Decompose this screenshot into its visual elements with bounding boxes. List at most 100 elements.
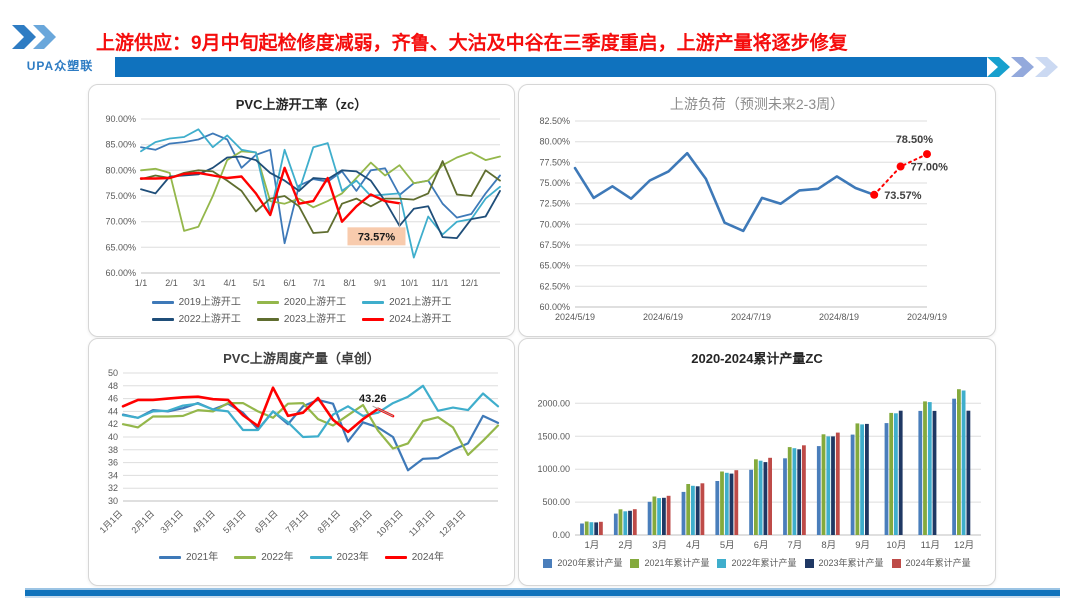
svg-text:3月: 3月 xyxy=(652,540,667,551)
svg-text:77.00%: 77.00% xyxy=(911,161,949,173)
svg-text:72.50%: 72.50% xyxy=(539,199,570,209)
x-axis: 1月1日 2月1日 3月1日 4月1日 5月1日 6月1日 7月1日 8月1日 9月1日 10月1… xyxy=(98,508,468,538)
chevron-arrows-icon xyxy=(987,57,1058,77)
legend-swatch xyxy=(234,556,257,559)
legend-swatch xyxy=(804,559,814,568)
legend-swatch xyxy=(362,318,385,321)
svg-text:5/1: 5/1 xyxy=(253,278,266,288)
svg-text:5月1日: 5月1日 xyxy=(221,508,248,535)
logo-text: UPA众塑联 xyxy=(26,59,94,73)
series-2024年累计产量 xyxy=(599,432,840,535)
svg-text:73.57%: 73.57% xyxy=(884,190,922,202)
gridlines-and-yaxis: 60.00% 62.50% 65.00% 67.50% 70.00% 72.50% 75.0… xyxy=(539,116,927,312)
legend-swatch xyxy=(151,318,174,321)
chart-title: 上游负荷（预测未来2-3周） xyxy=(669,96,845,112)
svg-text:1500.00: 1500.00 xyxy=(537,431,570,441)
chart-legend: 2019上游开工 2020上游开工 2021上游开工 2022上游开工 2023上游开工… xyxy=(122,295,482,327)
legend-swatch xyxy=(362,301,385,304)
svg-text:2024/7/19: 2024/7/19 xyxy=(731,312,771,322)
series-预测 xyxy=(870,150,931,199)
weekly-output-line-chart: 30 32 34 36 38 40 42 44 46 48 50 1月1日 2月1日 3月1日 4月1日 5月… xyxy=(98,368,500,539)
legend-swatch xyxy=(891,559,901,568)
legend-swatch xyxy=(384,556,407,559)
series-2024年 xyxy=(121,386,395,434)
legend-label: 2024年 xyxy=(411,552,444,563)
svg-text:2月: 2月 xyxy=(618,540,633,551)
series-2023年累计产量 xyxy=(594,410,971,535)
svg-text:4/1: 4/1 xyxy=(223,278,236,288)
legend-label: 2020上游开工 xyxy=(283,297,347,308)
legend-swatch xyxy=(717,559,727,568)
svg-text:82.50%: 82.50% xyxy=(539,116,570,126)
svg-text:73.57%: 73.57% xyxy=(358,231,396,243)
legend-label: 2024上游开工 xyxy=(389,314,452,325)
svg-text:1月1日: 1月1日 xyxy=(98,508,125,535)
svg-text:8月: 8月 xyxy=(821,540,836,551)
svg-text:7/1: 7/1 xyxy=(313,278,326,288)
chart-legend: 2021年 2022年 2023年 2024年 xyxy=(89,550,514,565)
annotation: 73.57% xyxy=(347,203,406,246)
footer-accent-bar xyxy=(25,588,1060,598)
svg-text:11月: 11月 xyxy=(921,540,940,551)
svg-text:90.00%: 90.00% xyxy=(105,114,136,124)
svg-text:11/1: 11/1 xyxy=(432,278,449,288)
legend-item: 2023年累计产量 xyxy=(804,556,884,571)
svg-text:40: 40 xyxy=(108,432,118,442)
legend-swatch xyxy=(309,556,332,559)
legend-label: 2023上游开工 xyxy=(283,314,347,325)
legend-label: 2021年 xyxy=(186,552,219,563)
legend-item: 2021年 xyxy=(159,550,218,565)
svg-text:77.50%: 77.50% xyxy=(539,157,570,167)
svg-text:2月1日: 2月1日 xyxy=(129,508,156,535)
series-2021年 xyxy=(121,398,500,472)
gridlines-and-yaxis: 30 32 34 36 38 40 42 44 46 48 50 xyxy=(108,368,498,506)
legend-label: 2020年累计产量 xyxy=(557,558,623,568)
svg-text:5月: 5月 xyxy=(720,540,735,551)
legend-item: 2022年 xyxy=(234,550,294,565)
svg-text:67.50%: 67.50% xyxy=(539,240,570,250)
series-2021上游开工 xyxy=(140,128,501,259)
svg-text:8月1日: 8月1日 xyxy=(315,508,342,535)
svg-text:62.50%: 62.50% xyxy=(539,281,570,291)
svg-text:1月: 1月 xyxy=(585,540,600,551)
svg-text:3/1: 3/1 xyxy=(193,278,206,288)
svg-text:6/1: 6/1 xyxy=(283,278,296,288)
legend-label: 2023年 xyxy=(336,552,369,563)
legend-item: 2023上游开工 xyxy=(256,312,347,327)
svg-text:6月1日: 6月1日 xyxy=(253,508,280,535)
svg-text:80.00%: 80.00% xyxy=(539,137,570,147)
load-forecast-line-chart: 60.00% 62.50% 65.00% 67.50% 70.00% 72.50% 75.0… xyxy=(539,116,949,322)
x-axis: 1月 2月 3月 4月 5月 6月 7月 8月 9月 10月 11月 12月 xyxy=(585,540,975,551)
svg-text:36: 36 xyxy=(108,458,118,468)
svg-text:9月: 9月 xyxy=(855,540,870,551)
legend-item: 2024上游开工 xyxy=(362,312,451,327)
series-2024上游开工 xyxy=(139,166,401,223)
legend-label: 2019上游开工 xyxy=(178,297,241,308)
svg-text:10/1: 10/1 xyxy=(401,278,419,288)
legend-swatch xyxy=(543,559,553,568)
svg-text:10月1日: 10月1日 xyxy=(374,508,404,538)
svg-text:38: 38 xyxy=(108,445,118,455)
company-logo: UPA众塑联 xyxy=(8,20,112,74)
svg-text:12月1日: 12月1日 xyxy=(437,508,467,538)
legend-label: 2022年 xyxy=(261,552,294,563)
svg-text:0.00: 0.00 xyxy=(552,530,570,540)
series-2019上游开工 xyxy=(140,132,501,245)
svg-text:60.00%: 60.00% xyxy=(539,302,570,312)
svg-text:50: 50 xyxy=(108,368,118,378)
legend-item: 2023年 xyxy=(309,550,369,565)
svg-text:65.00%: 65.00% xyxy=(539,261,570,271)
series-2021年累计产量 xyxy=(584,389,961,535)
svg-text:2024/9/19: 2024/9/19 xyxy=(907,312,947,322)
svg-text:500.00: 500.00 xyxy=(542,497,570,507)
svg-text:4月: 4月 xyxy=(686,540,701,551)
chart-title: 2020-2024累计产量ZC xyxy=(691,351,823,366)
series-2023年 xyxy=(121,384,500,439)
svg-text:30: 30 xyxy=(108,496,118,506)
chart-card-cumulative-output: 2020-2024累计产量ZC 0.00 500.00 1000.00 1500.00… xyxy=(518,338,996,586)
svg-text:12月: 12月 xyxy=(954,540,974,551)
svg-text:2/1: 2/1 xyxy=(165,278,178,288)
svg-text:85.00%: 85.00% xyxy=(105,140,136,150)
legend-item: 2024年 xyxy=(384,550,444,565)
